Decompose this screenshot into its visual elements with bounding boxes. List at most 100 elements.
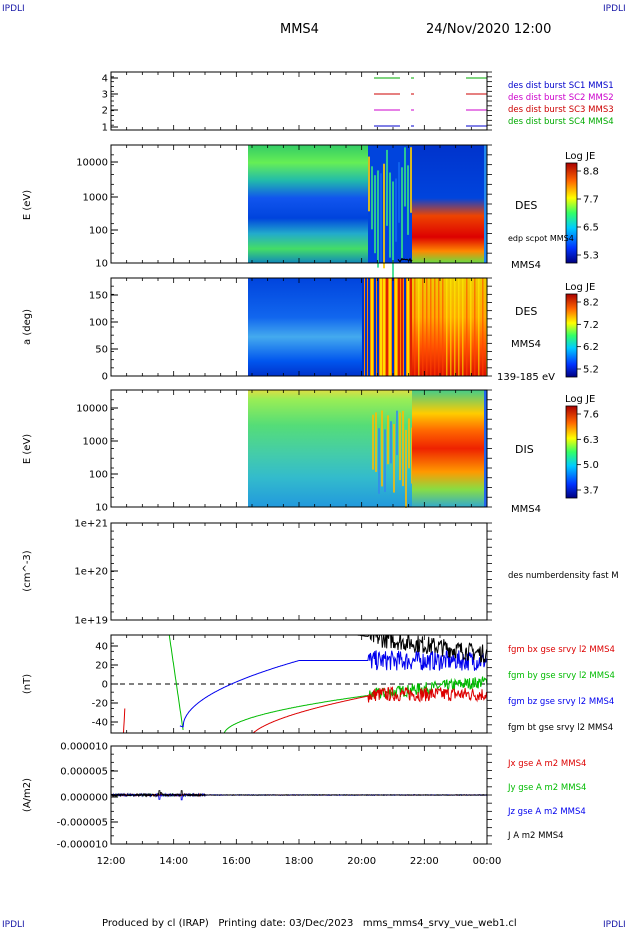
y-tick-label: -40 [92, 718, 108, 729]
y-tick-label: 50 [95, 345, 108, 356]
pitch-angle-stripe [414, 278, 416, 376]
bt-series [354, 635, 487, 663]
y-tick-label: 150 [89, 291, 108, 302]
scpot-line [397, 257, 413, 264]
colorbar-tick-label: 6.2 [583, 342, 599, 353]
corner-label-bottom-right: IPDLI [603, 920, 626, 930]
y-tick-label: 1 [102, 123, 108, 134]
panel-sublabel: MMS4 [511, 339, 541, 350]
y-tick-label: 3 [102, 90, 108, 101]
legend-entry: des dist burst SC4 MMS4 [508, 117, 614, 127]
y-tick-label: 0.000000 [60, 793, 108, 804]
pitch-angle-stripe [442, 278, 444, 376]
legend-entry: Jz gse A m2 MMS4 [507, 807, 586, 817]
dis-spectrogram-stripe [393, 424, 395, 493]
y-axis-title: (cm^-3) [22, 550, 33, 591]
colorbar-title: Log JE [565, 151, 595, 162]
pitch-angle-stripe [430, 278, 432, 376]
des-spectrogram-stripe [404, 147, 406, 207]
dis-spectrogram-stripe [378, 428, 380, 494]
colorbar [565, 405, 578, 499]
y-tick-label: 0 [102, 372, 108, 383]
pitch-angle-stripe [422, 278, 424, 376]
des-spectrogram-region [412, 145, 487, 263]
colorbar-title: Log JE [565, 394, 595, 405]
y-tick-label: 1000 [83, 193, 108, 204]
pitch-angle-stripe [458, 278, 460, 376]
legend-entry: Jx gse A m2 MMS4 [507, 759, 586, 769]
dis-spectrogram-stripe [408, 418, 410, 469]
dis-spectrogram-stripe [396, 410, 398, 456]
y-tick-label: 20 [95, 661, 108, 672]
pitch-angle-stripe [398, 278, 400, 376]
y-tick-label: 40 [95, 642, 108, 653]
pitch-angle-stripe [368, 278, 370, 376]
pitch-angle-stripe [478, 278, 480, 376]
y-tick-label: 1e+20 [74, 567, 108, 578]
x-tick-label: 22:00 [410, 856, 439, 867]
pitch-angle-stripe [383, 278, 385, 376]
y-axis-title: (nT) [22, 674, 33, 694]
y-tick-label: 100 [89, 470, 108, 481]
panel-label: DES [515, 305, 537, 318]
panel-sublabel: 139-185 eV [497, 372, 555, 383]
legend-entry: fgm bz gse srvy l2 MMS4 [508, 697, 614, 707]
legend-entry: Jy gse A m2 MMS4 [507, 783, 586, 793]
pitch-angle-stripe [362, 278, 364, 376]
panel-sublabel: MMS4 [511, 504, 541, 515]
colorbar-tick-label: 7.2 [583, 320, 599, 331]
y-tick-label: 4 [102, 74, 108, 85]
footer-text: Produced by cl (IRAP) Printing date: 03/… [102, 918, 517, 929]
legend-entry: fgm bx gse srvy l2 MMS4 [508, 645, 615, 655]
multi-panel-plot: 4321100001000100101501005001000010001001… [22, 71, 619, 867]
x-tick-label: 00:00 [473, 856, 502, 867]
colorbar-tick-label: 5.0 [583, 460, 599, 471]
panel-frame [110, 522, 488, 621]
des-spectrogram-stripe [392, 181, 394, 286]
des-spectrogram-stripe [371, 166, 373, 230]
y-axis-title: a (deg) [22, 309, 33, 345]
y-tick-label: -20 [92, 699, 108, 710]
panel-label: DIS [515, 443, 534, 456]
dis-spectrogram-stripe [387, 415, 389, 465]
x-tick-label: 14:00 [159, 856, 188, 867]
pitch-angle-stripe [401, 278, 403, 376]
pitch-angle-stripe [482, 278, 484, 376]
y-tick-label: 100 [89, 318, 108, 329]
legend-entry: des dist burst SC3 MMS3 [508, 105, 614, 115]
pitch-angle-stripe [374, 278, 376, 376]
pitch-angle-stripe [371, 278, 373, 376]
dis-spectrogram-stripe [384, 429, 386, 492]
x-tick-label: 16:00 [222, 856, 251, 867]
pitch-angle-stripe [470, 278, 472, 376]
pitch-angle-stripe [462, 278, 464, 376]
pitch-angle-stripe [410, 278, 412, 376]
pitch-angle-stripe [389, 278, 391, 376]
pitch-angle-stripe [466, 278, 468, 376]
spacecraft-title: MMS4 [280, 22, 319, 37]
dis-spectrogram-region [412, 390, 487, 507]
bx-series [252, 686, 487, 733]
y-tick-label: 10000 [76, 158, 108, 169]
dis-spectrogram-stripe [381, 410, 383, 487]
y-tick-label: 0.000005 [60, 767, 108, 778]
des-spectrogram-stripe [377, 170, 379, 268]
y-tick-label: 10 [95, 259, 108, 270]
pitch-angle-stripe [450, 278, 452, 376]
j-series [111, 790, 487, 798]
colorbar-tick-label: 6.3 [583, 435, 599, 446]
y-tick-label: 2 [102, 106, 108, 117]
y-tick-label: 100 [89, 226, 108, 237]
y-tick-label: -0.000005 [57, 818, 108, 829]
des-spectrogram-stripe [374, 175, 376, 254]
pitch-angle-stripe [380, 278, 382, 376]
corner-label-top-right: IPDLI [603, 4, 626, 14]
colorbar-tick-label: 8.2 [583, 298, 599, 309]
colorbar [565, 293, 578, 378]
y-axis-title: E (eV) [22, 434, 33, 464]
pitch-angle-stripe [404, 278, 406, 376]
colorbar-title: Log JE [565, 282, 595, 293]
legend-entry: des numberdensity fast M [508, 571, 619, 581]
pitch-angle-stripe [418, 278, 420, 376]
des-spectrogram-stripe [398, 162, 400, 223]
